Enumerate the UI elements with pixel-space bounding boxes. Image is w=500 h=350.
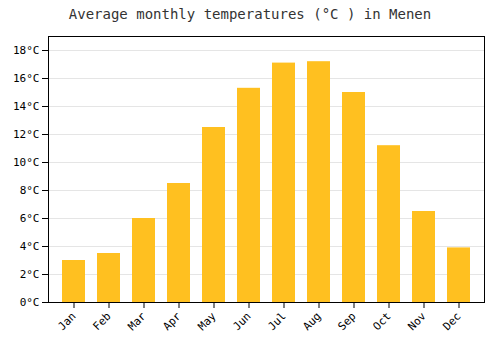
svg-text:Sep: Sep	[335, 310, 358, 333]
svg-text:Jan: Jan	[55, 310, 78, 333]
svg-text:0°C: 0°C	[20, 296, 40, 309]
svg-text:4°C: 4°C	[20, 240, 40, 253]
svg-text:Apr: Apr	[160, 309, 184, 333]
svg-text:May: May	[195, 309, 219, 333]
html-text:Average monthly temperatures (: Average monthly temperatures (°C ) in Me…	[68, 6, 432, 22]
svg-text:6°C: 6°C	[20, 212, 40, 225]
svg-text:12°C: 12°C	[13, 128, 40, 141]
svg-text:Aug: Aug	[300, 310, 323, 333]
svg-text:Nov: Nov	[405, 309, 429, 333]
svg-text:Dec: Dec	[440, 310, 463, 333]
svg-text:14°C: 14°C	[13, 100, 40, 113]
svg-text:16°C: 16°C	[13, 72, 40, 85]
svg-text:2°C: 2°C	[20, 268, 40, 281]
svg-text:18°C: 18°C	[13, 44, 40, 57]
svg-text:10°C: 10°C	[13, 156, 40, 169]
svg-text:8°C: 8°C	[20, 184, 40, 197]
svg-text:Mar: Mar	[125, 309, 149, 333]
svg-text:Jun: Jun	[230, 310, 253, 333]
svg-text:Feb: Feb	[90, 310, 113, 333]
svg-text:Jul: Jul	[265, 310, 288, 333]
svg-text:Oct: Oct	[370, 310, 393, 333]
